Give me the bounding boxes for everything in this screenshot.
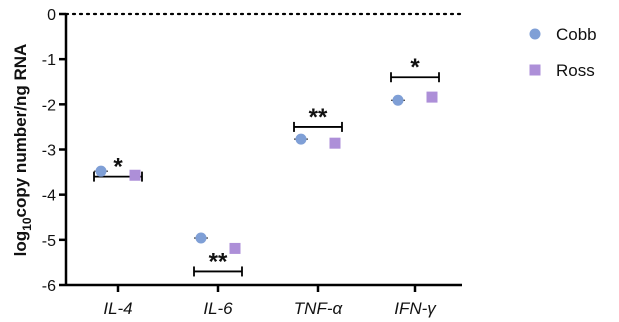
significance-brackets: ****** bbox=[93, 54, 440, 277]
y-tick-label: -5 bbox=[42, 233, 56, 250]
cobb-point bbox=[195, 232, 207, 244]
significance-label: ** bbox=[309, 104, 328, 131]
y-tick-label: -2 bbox=[42, 97, 56, 114]
ross-point bbox=[426, 91, 438, 103]
ross-point bbox=[129, 169, 141, 181]
cobb-point bbox=[392, 94, 404, 106]
legend-marker-cobb bbox=[529, 28, 541, 40]
ross-point bbox=[329, 137, 341, 149]
legend-label: Ross bbox=[556, 61, 595, 80]
y-axis: 0 -1 -2 -3 -4 -5 -6 bbox=[42, 7, 68, 295]
legend: Cobb Ross bbox=[529, 25, 597, 80]
legend-label: Cobb bbox=[556, 25, 597, 44]
significance-label: * bbox=[113, 154, 123, 181]
x-tick-label: IFN-γ bbox=[394, 299, 437, 318]
ross-point bbox=[229, 242, 241, 254]
x-tick-label: IL-4 bbox=[103, 299, 132, 318]
cobb-point bbox=[95, 165, 107, 177]
y-tick-label: -1 bbox=[42, 52, 56, 69]
y-tick-label: 0 bbox=[47, 7, 56, 24]
significance-label: * bbox=[410, 54, 420, 81]
x-axis: IL-4 IL-6 TNF-α IFN-γ bbox=[66, 283, 462, 318]
y-tick-label: -3 bbox=[42, 143, 56, 160]
legend-marker-ross bbox=[529, 64, 541, 76]
x-tick-label: TNF-α bbox=[294, 299, 344, 318]
y-tick-label: -6 bbox=[42, 278, 56, 295]
y-axis-label: log10copy number/ng RNA bbox=[11, 44, 34, 257]
x-tick-label: IL-6 bbox=[203, 299, 233, 318]
y-tick-label: -4 bbox=[42, 188, 56, 205]
data-points bbox=[94, 91, 438, 254]
cobb-point bbox=[295, 133, 307, 145]
significance-label: ** bbox=[209, 248, 228, 275]
